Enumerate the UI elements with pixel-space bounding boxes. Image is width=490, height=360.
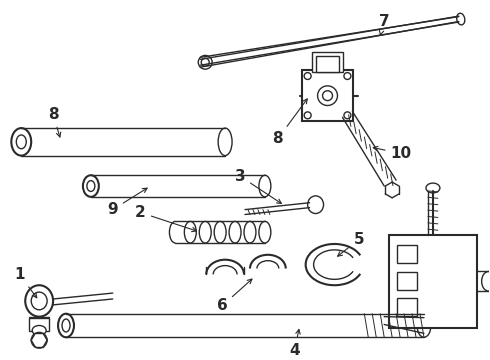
Bar: [29, 318, 49, 332]
Ellipse shape: [16, 135, 26, 149]
Ellipse shape: [259, 175, 271, 197]
Text: 6: 6: [217, 279, 252, 313]
Ellipse shape: [318, 86, 338, 105]
Text: 1: 1: [14, 267, 37, 298]
Ellipse shape: [201, 58, 209, 66]
Bar: [397, 298, 417, 316]
Text: 4: 4: [290, 329, 300, 357]
Ellipse shape: [218, 128, 232, 156]
Ellipse shape: [87, 181, 95, 192]
Ellipse shape: [304, 73, 311, 80]
Text: 8: 8: [272, 99, 307, 147]
Text: 3: 3: [235, 169, 281, 203]
Text: 2: 2: [135, 205, 196, 231]
Ellipse shape: [482, 271, 490, 291]
Ellipse shape: [308, 196, 323, 213]
Ellipse shape: [31, 332, 47, 348]
Bar: [316, 57, 340, 72]
Ellipse shape: [426, 183, 440, 193]
Ellipse shape: [322, 91, 333, 100]
Ellipse shape: [198, 55, 212, 69]
Text: 8: 8: [48, 107, 61, 137]
Ellipse shape: [11, 128, 31, 156]
Ellipse shape: [31, 292, 47, 310]
Ellipse shape: [304, 112, 311, 119]
Text: 10: 10: [373, 146, 412, 161]
Ellipse shape: [344, 73, 351, 80]
Ellipse shape: [32, 325, 46, 335]
Text: 7: 7: [379, 14, 390, 35]
Ellipse shape: [83, 175, 99, 197]
Bar: [312, 53, 343, 72]
Bar: [397, 273, 417, 290]
Bar: [302, 70, 353, 121]
Ellipse shape: [62, 319, 70, 332]
Ellipse shape: [457, 13, 465, 25]
Ellipse shape: [417, 314, 431, 337]
Ellipse shape: [58, 314, 74, 337]
Text: 5: 5: [338, 231, 365, 256]
Bar: [389, 235, 477, 328]
Text: 9: 9: [107, 188, 147, 217]
Bar: [397, 245, 417, 263]
Ellipse shape: [344, 112, 351, 119]
Ellipse shape: [25, 285, 53, 317]
